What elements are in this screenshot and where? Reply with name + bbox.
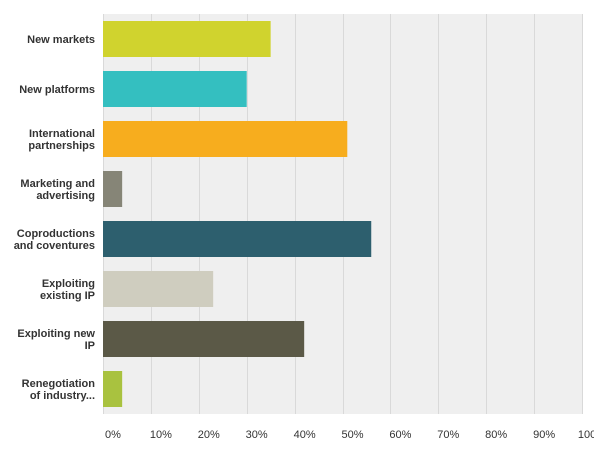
bar bbox=[103, 371, 123, 407]
category-label-line: IP bbox=[85, 340, 95, 352]
category-label-line: Renegotiation bbox=[22, 378, 96, 390]
category-label-line: existing IP bbox=[40, 290, 95, 302]
category-label: Exploiting new IP bbox=[17, 328, 95, 352]
bars bbox=[103, 21, 372, 407]
bar bbox=[103, 121, 348, 157]
bar bbox=[103, 321, 305, 357]
category-label-line: International bbox=[29, 128, 95, 140]
x-tick-label: 20% bbox=[198, 429, 220, 441]
category-label: Marketing and advertising bbox=[20, 178, 95, 202]
category-label: Exploiting existing IP bbox=[40, 278, 95, 302]
bar bbox=[103, 171, 123, 207]
x-tick-label: 70% bbox=[437, 429, 459, 441]
x-tick-label: 60% bbox=[389, 429, 411, 441]
x-tick-label: 0% bbox=[105, 429, 121, 441]
category-label-line: New markets bbox=[27, 34, 95, 46]
category-label-line: Exploiting new bbox=[17, 328, 95, 340]
x-tick-label: 100% bbox=[578, 429, 594, 441]
category-label: New platforms bbox=[19, 84, 95, 96]
x-tick-label: 90% bbox=[533, 429, 555, 441]
category-label: International partnerships bbox=[28, 128, 95, 152]
category-label-line: Marketing and bbox=[20, 178, 95, 190]
category-label-line: Exploiting bbox=[42, 278, 95, 290]
bar bbox=[103, 221, 372, 257]
bar bbox=[103, 271, 214, 307]
x-tick-labels: 0% 10% 20% 30% 40% 50% 60% 70% 80% 90% 100% bbox=[105, 429, 594, 441]
x-tick-label: 50% bbox=[341, 429, 363, 441]
x-tick-label: 80% bbox=[485, 429, 507, 441]
category-label: Coproductions and coventures bbox=[14, 228, 95, 252]
category-label-line: and coventures bbox=[14, 240, 95, 252]
category-label-line: advertising bbox=[36, 190, 95, 202]
x-tick-label: 40% bbox=[294, 429, 316, 441]
category-label-line: partnerships bbox=[28, 140, 95, 152]
category-label: New markets bbox=[27, 34, 95, 46]
x-tick-label: 10% bbox=[150, 429, 172, 441]
category-label-line: Coproductions bbox=[17, 228, 95, 240]
category-label-line: New platforms bbox=[19, 84, 95, 96]
bar bbox=[103, 21, 271, 57]
bar bbox=[103, 71, 247, 107]
category-labels: New markets New platforms International par… bbox=[14, 34, 96, 402]
category-label-line: of industry... bbox=[30, 390, 95, 402]
x-tick-label: 30% bbox=[246, 429, 268, 441]
category-label: Renegotiation of industry... bbox=[22, 378, 96, 402]
